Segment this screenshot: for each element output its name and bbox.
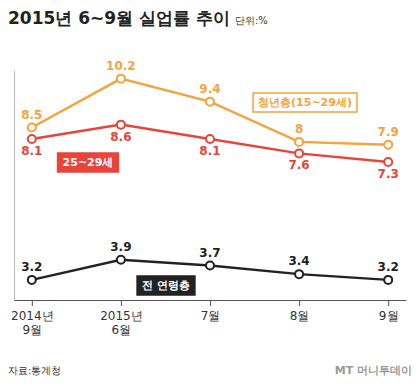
series-marker <box>295 138 303 146</box>
x-tick-mark <box>299 300 300 306</box>
x-tick-label: 9월 <box>379 309 399 323</box>
series-name-box <box>137 276 195 295</box>
source: 자료:통계청 <box>8 365 61 376</box>
series-marker <box>206 262 214 270</box>
x-axis: 2014년9월 2015년6월 7월 8월 9월 <box>11 300 406 337</box>
x-tick-mark <box>210 300 211 306</box>
chart: 2015년 6~9월 실업률 추이 단위:% 2014년9월 2015년6월 7월 8월 9… <box>0 0 420 384</box>
subtitle: 단위:% <box>235 15 268 26</box>
x-tick: 2014년9월 <box>11 300 54 337</box>
series-name-label: 25~29세 <box>63 156 114 169</box>
data-label: 3.2 <box>21 260 42 274</box>
series-name: 청년층(15~29세) <box>253 93 357 112</box>
x-tick-label: 2015년6월 <box>100 309 143 337</box>
x-tick: 2015년6월 <box>100 300 143 337</box>
data-label: 8.6 <box>110 130 131 144</box>
series-marker <box>384 141 392 149</box>
series-name: 전 연령층 <box>137 276 195 295</box>
data-label: 10.2 <box>106 59 136 73</box>
plot-marks <box>28 75 392 284</box>
x-tick: 9월 <box>379 300 399 323</box>
data-label: 3.9 <box>110 240 131 254</box>
series-marker <box>206 98 214 106</box>
series-marker <box>117 75 125 83</box>
series-line <box>32 79 388 145</box>
series-marker <box>384 158 392 166</box>
x-tick-label: 8월 <box>290 309 310 323</box>
y-axis-line <box>14 71 15 301</box>
series-marker <box>206 135 214 143</box>
data-label: 3.4 <box>288 254 309 268</box>
data-label: 8.1 <box>21 144 42 158</box>
x-tick-mark <box>388 300 389 306</box>
x-tick-mark <box>121 300 122 306</box>
series-marker <box>295 149 303 157</box>
series-marker <box>28 276 36 284</box>
series-marker <box>295 270 303 278</box>
data-label: 8 <box>295 122 303 136</box>
data-label: 3.7 <box>199 246 220 260</box>
series-name-label: 전 연령층 <box>142 279 190 292</box>
x-tick-mark <box>32 300 33 306</box>
series-marker <box>384 276 392 284</box>
x-tick: 8월 <box>290 300 310 323</box>
credit: MT 머니투데이 <box>335 364 412 377</box>
series-name-box <box>253 93 357 112</box>
title: 2015년 6~9월 실업률 추이 <box>8 8 230 28</box>
series-marker <box>28 135 36 143</box>
series-names: 청년층(15~29세) 25~29세전 연령층 <box>58 93 357 295</box>
series-line <box>32 260 388 280</box>
x-tick-label: 7월 <box>201 309 221 323</box>
y-axis <box>14 71 15 301</box>
series-marker <box>117 121 125 129</box>
x-tick: 7월 <box>201 300 221 323</box>
data-label: 7.9 <box>378 125 399 139</box>
data-label: 7.3 <box>378 167 399 181</box>
data-labels: 8.5 10.2 9.4 8 7.9 8.1 8.6 8.1 7.6 7.3 3.2 3.9 3.7 3.… <box>21 59 399 274</box>
data-label: 8.1 <box>199 144 220 158</box>
series-marker <box>28 124 36 132</box>
x-tick-label: 2014년9월 <box>11 309 54 337</box>
data-label: 3.2 <box>378 260 399 274</box>
series-name-box <box>58 153 119 172</box>
series-name-label: 청년층(15~29세) <box>258 96 352 109</box>
data-label: 9.4 <box>199 82 220 96</box>
data-label: 7.6 <box>288 158 309 172</box>
data-label: 8.5 <box>21 108 42 122</box>
series-name: 25~29세 <box>58 153 119 172</box>
series-marker <box>117 256 125 264</box>
